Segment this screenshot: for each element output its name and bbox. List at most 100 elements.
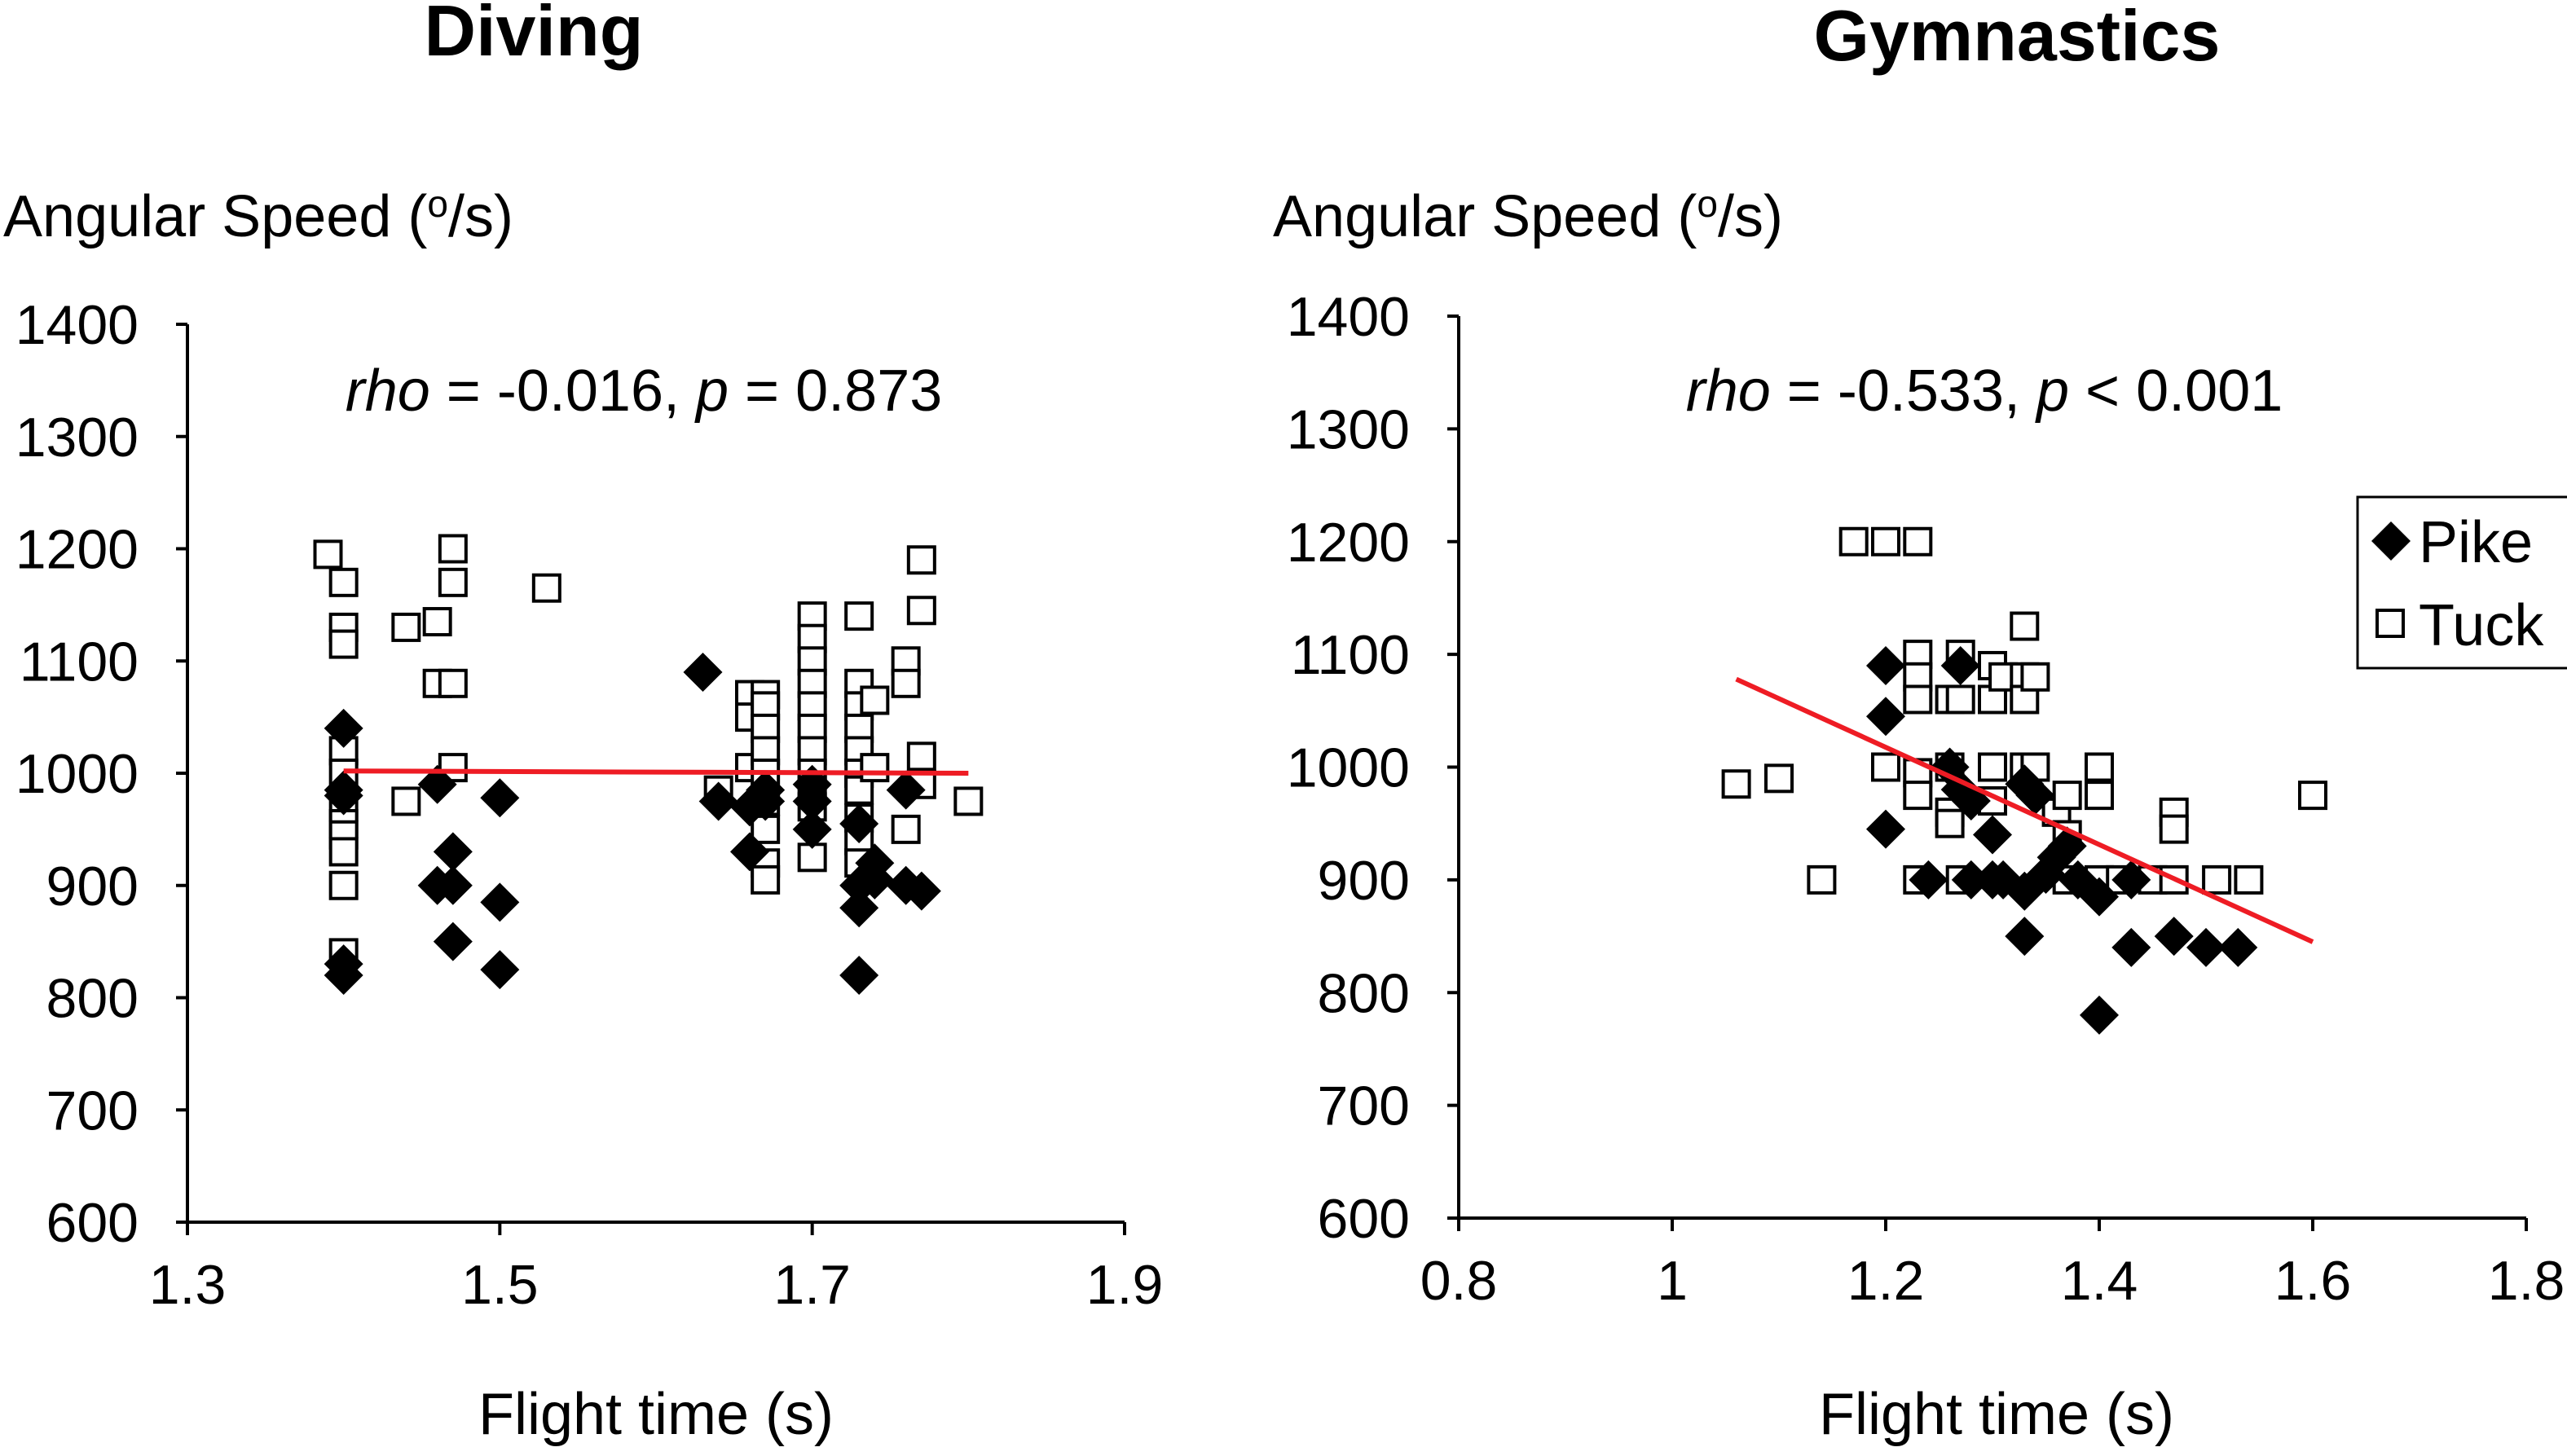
diving-tuck-point (860, 685, 890, 715)
diving-pike-point (324, 776, 363, 816)
diving-tuck-point (860, 753, 890, 783)
diving-tuck-point (391, 786, 421, 816)
gymnastics-tuck-point (1978, 752, 2007, 782)
diving-tuck-point (906, 741, 936, 772)
diving-tuck-point (438, 567, 468, 597)
legend: Pike Tuck (2356, 495, 2567, 670)
gymnastics-ticks: 600 700 800 900 1000 1100 1200 1300 1400 0.8 1 1.2 1… (1287, 286, 2565, 1312)
gymnastics-xlabel: Flight time (s) (1819, 1382, 2174, 1447)
diving-pike-point (792, 809, 832, 849)
gymnastics-pike-point (1866, 645, 1905, 685)
diving-pike-point (855, 860, 895, 900)
gymnastics-tuck-point (1721, 769, 1751, 799)
diving-y-tick-label: 900 (46, 856, 139, 917)
diving-y-tick-label: 1300 (15, 407, 139, 468)
diving-pike-point (417, 764, 457, 804)
gymnastics-panel: Gymnastics Angular Speed (o/s) rho = -0.… (1273, 0, 2567, 1447)
gymnastics-tuck-point (1764, 763, 1794, 794)
gymnastics-tuck-point (2020, 662, 2050, 692)
legend-tuck-marker (2375, 609, 2405, 638)
gymnastics-x-tick-label: 1.6 (2274, 1250, 2352, 1312)
diving-title: Diving (425, 0, 644, 71)
legend-pike-marker (2371, 521, 2411, 561)
gymnastics-tuck-point (2085, 752, 2114, 782)
gymnastics-pike-point (2218, 927, 2258, 967)
gymnastics-pike-point (2111, 860, 2151, 900)
diving-pike-point (480, 882, 520, 922)
diving-pike-point (433, 922, 473, 961)
diving-pike-point (433, 832, 473, 872)
gymnastics-y-tick-label: 800 (1318, 962, 1410, 1024)
gymnastics-tuck-point (2052, 781, 2082, 811)
gymnastics-trendline (1735, 676, 2314, 944)
diving-tuck-point (531, 573, 561, 603)
gymnastics-tuck-point (1903, 781, 1933, 811)
diving-x-tick-label: 1.5 (461, 1254, 539, 1316)
gymnastics-x-tick-label: 1.8 (2488, 1250, 2565, 1312)
diving-tuck-point (391, 612, 421, 642)
diving-pike-point (698, 781, 738, 821)
gymnastics-tuck-point (2202, 864, 2232, 895)
diving-pike-point (433, 865, 473, 905)
diving-pike-point (480, 950, 520, 990)
legend-tuck-label: Tuck (2419, 593, 2544, 658)
diving-tuck-point (328, 629, 359, 659)
gymnastics-pike-point (1951, 860, 1991, 900)
gymnastics-tuck-point (1838, 526, 1869, 556)
gymnastics-tuck-point (2298, 781, 2327, 811)
diving-pike-point (839, 955, 879, 995)
gymnastics-y-tick-label: 1100 (1291, 624, 1410, 686)
gymnastics-y-tick-label: 600 (1318, 1188, 1410, 1250)
gymnastics-pike-point (2154, 917, 2194, 957)
diving-y-tick-label: 1400 (15, 294, 139, 356)
gymnastics-tuck-point (1871, 752, 1900, 782)
gymnastics-tuck-point (2234, 864, 2264, 895)
diving-pike-point (886, 770, 926, 810)
diving-xlabel: Flight time (s) (478, 1382, 834, 1447)
gymnastics-pike-point (1973, 815, 2012, 855)
diving-pike-point (683, 653, 723, 693)
diving-y-tick-label: 600 (46, 1192, 139, 1254)
diving-panel: Diving Angular Speed (o/s) rho = -0.016,… (3, 0, 1163, 1447)
diving-tuck-point (438, 534, 468, 564)
diving-pike-point (839, 888, 879, 928)
diving-tuck-point (422, 607, 452, 637)
diving-tuck-point (438, 668, 468, 698)
diving-y-tick-label: 1100 (20, 631, 139, 693)
gymnastics-y-tick-label: 700 (1318, 1076, 1410, 1137)
gymnastics-tuck-point (1871, 526, 1900, 556)
diving-tuck-point (891, 814, 921, 844)
gymnastics-tuck-point (1903, 684, 1933, 715)
diving-tuck-point (328, 567, 359, 597)
diving-points (313, 534, 984, 995)
diving-x-tick-label: 1.9 (1086, 1254, 1164, 1316)
gymnastics-tuck-point (2010, 611, 2040, 641)
diving-ticks: 600 700 800 900 1000 1100 1200 1300 1400 1.3 1.5 1.… (15, 294, 1164, 1316)
gymnastics-y-tick-label: 1400 (1287, 286, 1410, 348)
diving-tuck-point (313, 539, 343, 570)
diving-trendline (343, 768, 969, 776)
diving-x-tick-label: 1.7 (773, 1254, 851, 1316)
gymnastics-pike-point (2111, 927, 2151, 967)
gymnastics-tuck-point (1935, 808, 1965, 838)
diving-pike-point (792, 781, 832, 821)
diving-pike-point (324, 708, 363, 748)
diving-tuck-point (328, 837, 359, 867)
gymnastics-pike-point (2080, 995, 2119, 1035)
gymnastics-y-tick-label: 1300 (1287, 398, 1410, 460)
gymnastics-pike-point (2015, 776, 2055, 816)
gymnastics-stat-annotation: rho = -0.533, p < 0.001 (1686, 359, 2283, 424)
gymnastics-pike-point (1909, 860, 1948, 900)
gymnastics-y-tick-label: 1000 (1287, 737, 1410, 799)
diving-tuck-point (906, 545, 936, 575)
gymnastics-pike-point (2080, 877, 2119, 917)
legend-pike-label: Pike (2419, 510, 2533, 575)
gymnastics-points (1721, 526, 2327, 1035)
gymnastics-tuck-point (2159, 814, 2189, 844)
gymnastics-tuck-point (1945, 684, 1975, 715)
gymnastics-pike-point (1940, 645, 1980, 685)
diving-pike-point (839, 803, 879, 843)
gymnastics-x-tick-label: 1.4 (2061, 1250, 2138, 1312)
diving-pike-point (901, 871, 941, 911)
